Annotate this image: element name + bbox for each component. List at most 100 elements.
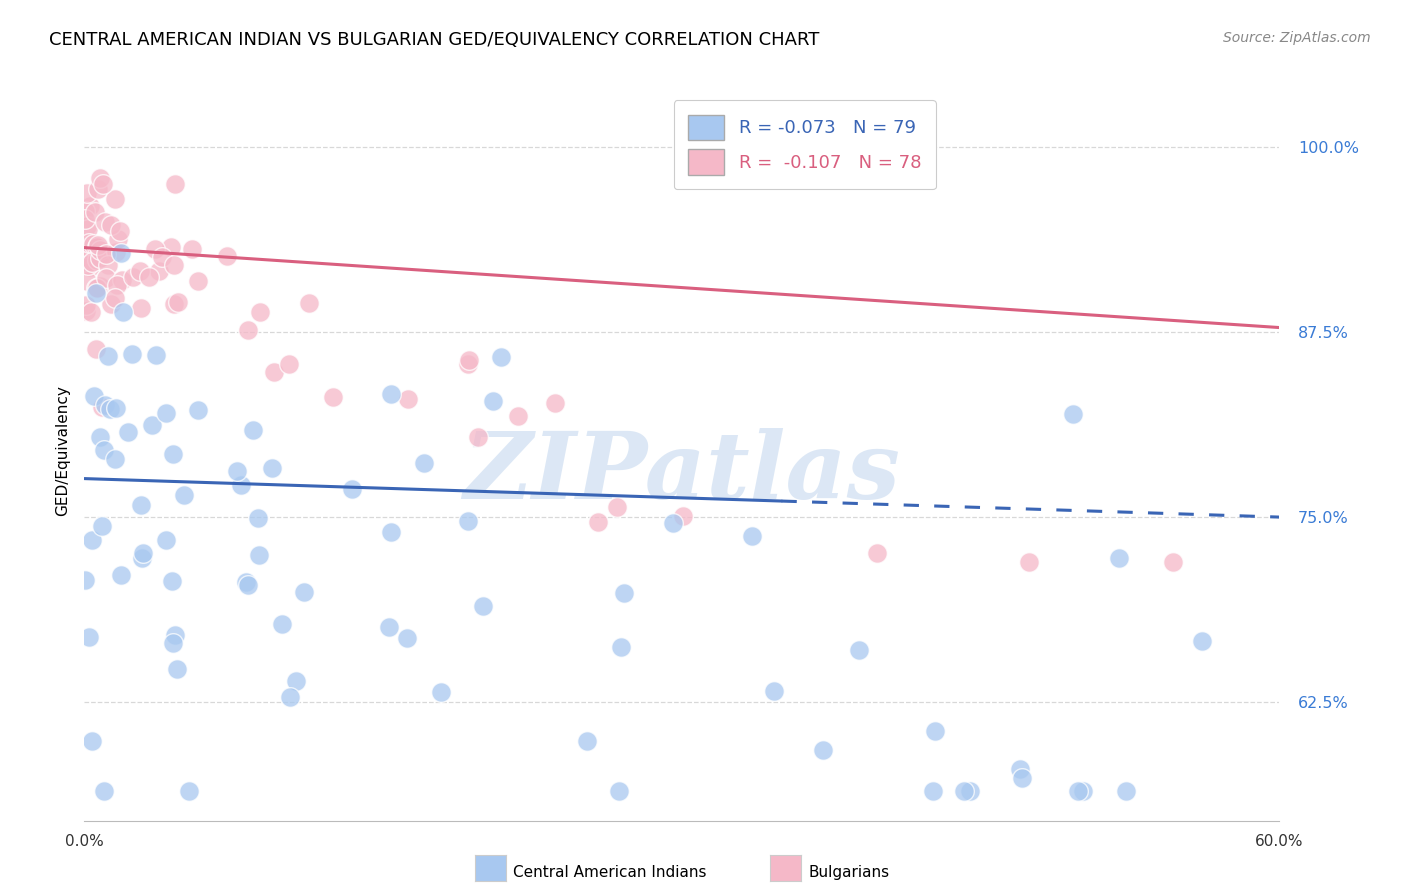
- Point: [413, 456, 436, 470]
- Point: [141, 418, 163, 433]
- Point: [430, 684, 453, 698]
- Point: [1066, 784, 1088, 798]
- Point: [166, 295, 188, 310]
- Point: [544, 396, 567, 410]
- Point: [217, 249, 239, 263]
- Point: [246, 511, 269, 525]
- Point: [163, 258, 186, 272]
- Point: [138, 270, 160, 285]
- Point: [77, 236, 100, 251]
- Point: [396, 392, 419, 406]
- Point: [122, 269, 145, 284]
- Point: [121, 346, 143, 360]
- Point: [321, 390, 343, 404]
- Point: [89, 278, 111, 293]
- Point: [76, 219, 98, 233]
- Text: Bulgarians: Bulgarians: [808, 865, 890, 880]
- Point: [278, 357, 301, 371]
- Point: [457, 353, 479, 368]
- Point: [489, 350, 512, 364]
- Point: [128, 264, 150, 278]
- Point: [111, 273, 134, 287]
- Point: [75, 573, 97, 587]
- Point: [79, 260, 101, 275]
- Point: [181, 242, 204, 256]
- Point: [87, 237, 110, 252]
- Point: [87, 182, 110, 196]
- Point: [576, 734, 599, 748]
- Point: [75, 303, 97, 318]
- Point: [100, 219, 122, 233]
- Point: [108, 224, 131, 238]
- Point: [160, 240, 183, 254]
- Point: [94, 215, 117, 229]
- Point: [97, 258, 120, 272]
- Text: CENTRAL AMERICAN INDIAN VS BULGARIAN GED/EQUIVALENCY CORRELATION CHART: CENTRAL AMERICAN INDIAN VS BULGARIAN GED…: [49, 31, 820, 49]
- Point: [77, 222, 100, 236]
- Point: [457, 358, 479, 372]
- Point: [105, 401, 128, 415]
- Point: [613, 586, 636, 600]
- Point: [922, 784, 945, 798]
- Point: [380, 387, 402, 401]
- Point: [165, 628, 187, 642]
- Point: [187, 403, 209, 417]
- Point: [76, 252, 98, 266]
- Point: [83, 204, 105, 219]
- Point: [662, 516, 685, 530]
- Point: [97, 349, 120, 363]
- Point: [76, 274, 98, 288]
- Point: [150, 250, 173, 264]
- Point: [672, 508, 695, 523]
- Point: [173, 488, 195, 502]
- Point: [77, 259, 100, 273]
- Point: [467, 430, 489, 444]
- Point: [924, 723, 946, 738]
- Point: [145, 348, 167, 362]
- Point: [86, 281, 108, 295]
- Point: [73, 211, 96, 226]
- Point: [278, 690, 301, 705]
- Point: [83, 389, 105, 403]
- Legend: R = -0.073   N = 79, R =  -0.107   N = 78: R = -0.073 N = 79, R = -0.107 N = 78: [673, 101, 936, 189]
- Point: [89, 243, 111, 257]
- Y-axis label: GED/Equivalency: GED/Equivalency: [55, 385, 70, 516]
- Point: [75, 298, 97, 312]
- Point: [131, 301, 153, 315]
- Point: [131, 546, 153, 560]
- Point: [378, 620, 401, 634]
- Point: [94, 247, 117, 261]
- Point: [82, 533, 104, 547]
- Point: [236, 577, 259, 591]
- Point: [1108, 551, 1130, 566]
- Point: [1011, 771, 1033, 785]
- Point: [1018, 555, 1040, 569]
- Point: [105, 278, 128, 293]
- Point: [76, 186, 98, 200]
- Point: [1115, 784, 1137, 798]
- Point: [110, 245, 132, 260]
- Point: [163, 177, 186, 191]
- Point: [472, 599, 495, 613]
- Point: [162, 447, 184, 461]
- Point: [1073, 784, 1095, 798]
- Point: [162, 297, 184, 311]
- Text: Source: ZipAtlas.com: Source: ZipAtlas.com: [1223, 31, 1371, 45]
- Point: [225, 464, 247, 478]
- Point: [482, 393, 505, 408]
- Point: [1191, 634, 1213, 648]
- Point: [763, 684, 786, 698]
- Point: [131, 550, 153, 565]
- Point: [263, 365, 285, 379]
- Point: [93, 443, 115, 458]
- Point: [284, 673, 307, 688]
- Point: [80, 305, 103, 319]
- Point: [959, 784, 981, 798]
- Point: [508, 409, 530, 424]
- Point: [79, 252, 101, 267]
- Point: [606, 500, 628, 514]
- Point: [94, 398, 117, 412]
- Point: [104, 452, 127, 467]
- Point: [73, 203, 96, 218]
- Point: [380, 525, 402, 540]
